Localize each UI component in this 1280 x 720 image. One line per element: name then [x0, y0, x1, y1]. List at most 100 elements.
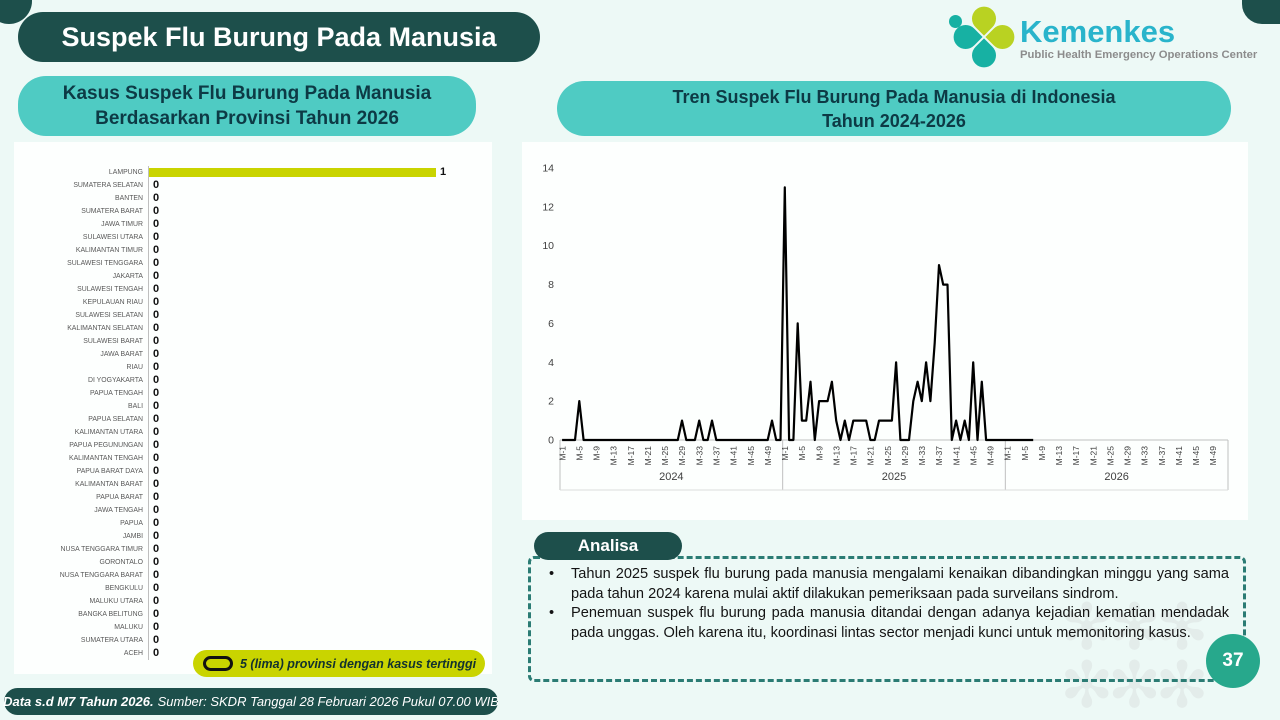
- bar-value-label: 0: [153, 309, 160, 321]
- bar-value-label: 0: [153, 543, 160, 555]
- bar-track: 1: [148, 166, 482, 179]
- bar-category-label: PAPUA: [120, 520, 143, 527]
- year-group-label: 2026: [1104, 471, 1128, 483]
- bar-track: 0: [148, 361, 482, 374]
- x-axis-tick-label: M-41: [951, 446, 961, 466]
- bar-value-label: 0: [153, 257, 160, 269]
- x-axis-tick-label: M-33: [694, 446, 704, 466]
- left-chart-title: Kasus Suspek Flu Burung Pada Manusia Ber…: [18, 76, 476, 136]
- bar-value-label: 0: [153, 335, 160, 347]
- bar-value-label: 0: [153, 218, 160, 230]
- trend-line-chart-svg: 0 2 4 6 8 10 12 14 M-1 M-5 M-9 M-13 M-17 M-21 M-25 M-29…: [542, 163, 1229, 491]
- bar-value-label: 0: [153, 400, 160, 412]
- x-axis-tick-label: M-49: [763, 446, 773, 466]
- x-axis-tick-label: M-25: [1105, 446, 1115, 466]
- bar-track: 0: [148, 582, 482, 595]
- bar-row: SULAWESI UTARA 0: [22, 231, 482, 244]
- bar-track: 0: [148, 504, 482, 517]
- right-chart-title-line1: Tren Suspek Flu Burung Pada Manusia di I…: [672, 86, 1116, 107]
- bar-track: 0: [148, 530, 482, 543]
- bar-value-label: 0: [153, 322, 160, 334]
- bar-track: 0: [148, 257, 482, 270]
- bar-row: MALUKU 0: [22, 621, 482, 634]
- bar-track: 0: [148, 231, 482, 244]
- bar-value-label: 0: [153, 647, 160, 659]
- bar-track: 0: [148, 387, 482, 400]
- analysis-box: Tahun 2025 suspek flu burung pada manusi…: [528, 556, 1246, 682]
- bar-track: 0: [148, 244, 482, 257]
- bar-category-label: SUMATERA SELATAN: [73, 182, 143, 189]
- x-axis-tick-label: M-5: [1020, 446, 1030, 461]
- x-axis-tick-label: M-5: [574, 446, 584, 461]
- bar-row: KEPULAUAN RIAU 0: [22, 296, 482, 309]
- y-axis-tick-label: 14: [542, 163, 554, 175]
- bar-track: 0: [148, 309, 482, 322]
- bar-value-label: 0: [153, 556, 160, 568]
- bar-track: 0: [148, 296, 482, 309]
- bar-row: NUSA TENGGARA BARAT 0: [22, 569, 482, 582]
- y-axis-tick-label: 10: [542, 240, 554, 252]
- bar-value-label: 0: [153, 244, 160, 256]
- analysis-bullet-list: Tahun 2025 suspek flu burung pada manusi…: [541, 565, 1229, 643]
- bar-row: JAKARTA 0: [22, 270, 482, 283]
- bar-row: PAPUA 0: [22, 517, 482, 530]
- bar-category-label: KALIMANTAN TENGAH: [68, 455, 143, 462]
- bar-row: SULAWESI BARAT 0: [22, 335, 482, 348]
- bar-value-label: 0: [153, 504, 160, 516]
- bar-category-label: KALIMANTAN BARAT: [75, 481, 143, 488]
- x-axis-tick-label: M-21: [643, 446, 653, 466]
- bar-category-label: JAMBI: [122, 533, 143, 540]
- bar-value-label: 0: [153, 387, 160, 399]
- bar-row: JAWA TIMUR 0: [22, 218, 482, 231]
- bar-row: SULAWESI SELATAN 0: [22, 309, 482, 322]
- bar-category-label: ACEH: [123, 650, 143, 657]
- bar-track: 0: [148, 647, 482, 660]
- y-axis-tick-label: 2: [548, 396, 554, 408]
- bar-track: 0: [148, 218, 482, 231]
- bar-category-label: KEPULAUAN RIAU: [82, 299, 143, 306]
- bar-row: SUMATERA BARAT 0: [22, 205, 482, 218]
- bar-fill: [149, 168, 436, 177]
- bar-row: JAMBI 0: [22, 530, 482, 543]
- bar-track: 0: [148, 621, 482, 634]
- y-axis-tick-label: 0: [548, 435, 554, 447]
- x-axis-tick-label: M-33: [917, 446, 927, 466]
- bar-row: ACEH 0: [22, 647, 482, 660]
- bar-category-label: JAWA TIMUR: [101, 221, 143, 228]
- bar-category-label: JAWA TENGAH: [94, 507, 143, 514]
- bar-track: 0: [148, 335, 482, 348]
- left-chart-title-line1: Kasus Suspek Flu Burung Pada Manusia: [62, 83, 432, 104]
- legend-oval-icon: [203, 656, 233, 671]
- bar-category-label: BANGKA BELITUNG: [78, 611, 143, 618]
- bar-value-label: 0: [153, 621, 160, 633]
- bar-value-label: 0: [153, 478, 160, 490]
- y-axis-tick-label: 12: [542, 201, 554, 213]
- bar-track: 0: [148, 634, 482, 647]
- bar-category-label: SULAWESI TENGAH: [77, 286, 143, 293]
- bar-row: PAPUA TENGAH 0: [22, 387, 482, 400]
- x-axis-tick-label: M-25: [660, 446, 670, 466]
- year-group-label: 2024: [659, 471, 683, 483]
- bar-value-label: 0: [153, 374, 160, 386]
- bar-row: KALIMANTAN SELATAN 0: [22, 322, 482, 335]
- trend-line-series: [562, 186, 1034, 442]
- data-source-footer: Data s.d M7 Tahun 2026. Sumber: SKDR Tan…: [3, 688, 499, 715]
- year-group-label: 2025: [882, 471, 906, 483]
- x-axis-tick-label: M-13: [1054, 446, 1064, 466]
- bar-value-label: 0: [153, 582, 160, 594]
- bar-category-label: RIAU: [126, 364, 143, 371]
- bar-row: KALIMANTAN TENGAH 0: [22, 452, 482, 465]
- bar-value-label: 0: [153, 231, 160, 243]
- bar-track: 0: [148, 556, 482, 569]
- bar-value-label: 0: [153, 452, 160, 464]
- bar-category-label: MALUKU UTARA: [89, 598, 143, 605]
- x-axis-tick-label: M-37: [1157, 446, 1167, 466]
- x-axis-tick-label: M-5: [797, 446, 807, 461]
- bar-category-label: PAPUA SELATAN: [88, 416, 143, 423]
- bar-value-label: 0: [153, 413, 160, 425]
- bar-row: SULAWESI TENGGARA 0: [22, 257, 482, 270]
- bar-row: JAWA BARAT 0: [22, 348, 482, 361]
- x-axis-tick-label: M-13: [609, 446, 619, 466]
- bar-value-label: 0: [153, 270, 160, 282]
